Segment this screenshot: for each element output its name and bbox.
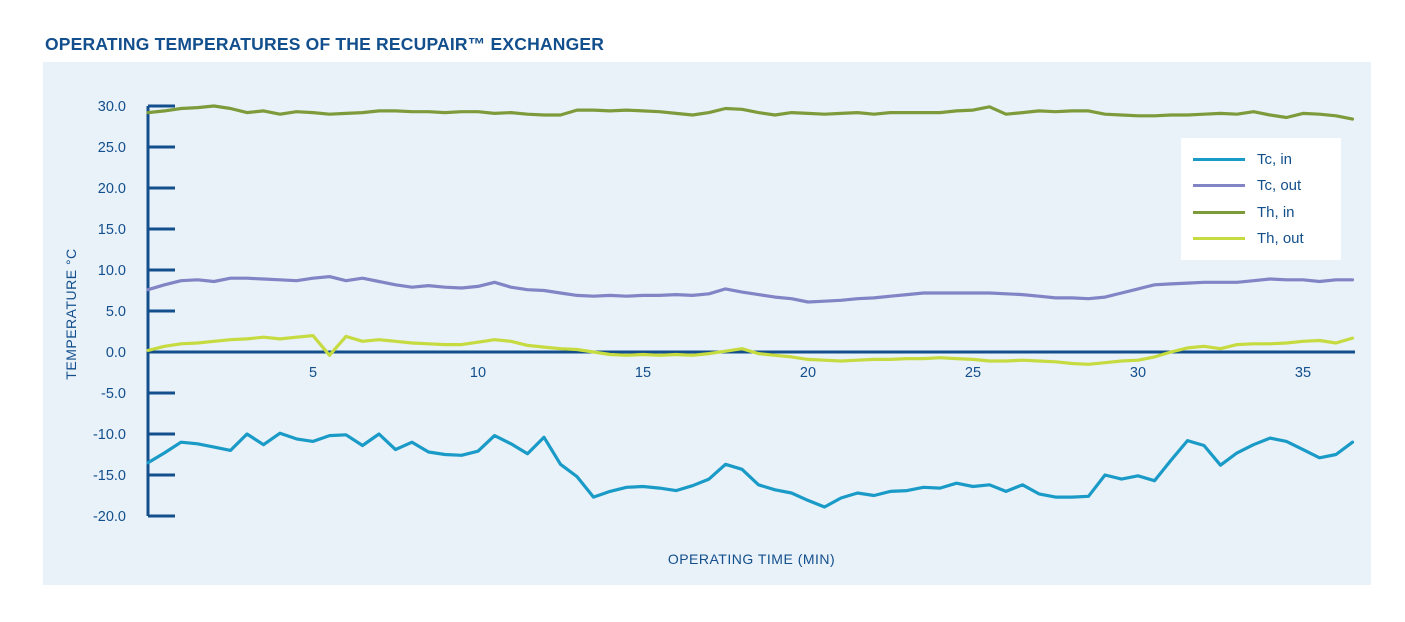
y-tick-label: -5.0 <box>101 386 126 402</box>
y-tick-label: 15.0 <box>98 222 126 238</box>
legend-label-th_out: Th, out <box>1257 230 1304 248</box>
series-line-tc_in <box>146 431 1355 509</box>
y-tick-label: 5.0 <box>106 304 126 320</box>
x-tick-label: 30 <box>1130 365 1146 381</box>
y-tick-label: 25.0 <box>98 140 126 156</box>
x-tick-label: 5 <box>309 365 317 381</box>
legend-item-tc_in: Tc, in <box>1193 151 1341 168</box>
y-tick-label: 10.0 <box>98 263 126 279</box>
page-title: OPERATING TEMPERATURES OF THE RECUPAIR™ … <box>45 34 605 54</box>
legend-label-th_in: Th, in <box>1257 203 1295 221</box>
legend-label-tc_in: Tc, in <box>1257 150 1293 168</box>
legend-swatch-th_in <box>1193 210 1245 214</box>
series-line-th_in <box>146 104 1355 121</box>
chart-panel: 30.0 25.0 20.0 15.0 10.0 5.0 0.0 -5.0 -10.0 -15.0… <box>43 62 1371 585</box>
legend: Tc, in Tc, out Th, in Th, out <box>1181 138 1341 260</box>
chart-plot: 30.0 25.0 20.0 15.0 10.0 5.0 0.0 -5.0 -10.0 -15.0… <box>43 62 1371 590</box>
y-tick-label: 20.0 <box>98 181 126 197</box>
x-tick-label: 35 <box>1295 365 1311 381</box>
legend-swatch-tc_out <box>1193 184 1245 188</box>
x-tick-label: 10 <box>470 365 486 381</box>
legend-item-th_in: Th, in <box>1193 204 1341 221</box>
x-axis-title: OPERATING TIME (MIN) <box>667 551 836 567</box>
legend-label-tc_out: Tc, out <box>1257 177 1302 195</box>
series-line-th_out <box>146 334 1355 366</box>
x-tick-label: 20 <box>800 365 816 381</box>
series-line-tc_out <box>146 275 1355 304</box>
y-tick-label: -15.0 <box>93 468 126 484</box>
legend-item-tc_out: Tc, out <box>1193 177 1341 194</box>
y-tick-label: 0.0 <box>106 345 126 361</box>
y-axis-title: TEMPERATURE °C <box>63 248 79 380</box>
x-tick-label: 15 <box>635 365 651 381</box>
y-tick-label: -20.0 <box>93 509 126 525</box>
y-tick-label: 30.0 <box>98 99 126 115</box>
legend-swatch-tc_in <box>1193 157 1245 161</box>
legend-item-th_out: Th, out <box>1193 230 1341 247</box>
x-tick-label: 25 <box>965 365 981 381</box>
y-tick-label: -10.0 <box>93 427 126 443</box>
legend-swatch-th_out <box>1193 237 1245 241</box>
